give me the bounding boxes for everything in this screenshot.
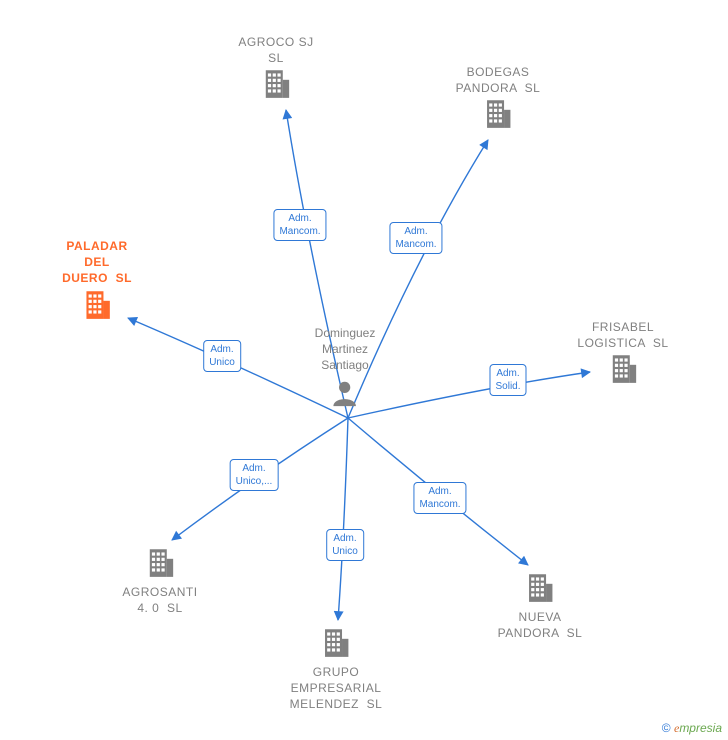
building-icon <box>523 570 557 609</box>
company-label: BODEGAS PANDORA SL <box>456 64 541 96</box>
edge-label-bodegas: Adm. Mancom. <box>389 222 442 254</box>
edge-label-agrosanti: Adm. Unico,... <box>230 459 279 491</box>
edge-label-nueva: Adm. Mancom. <box>413 482 466 514</box>
edge-label-grupo: Adm. Unico <box>326 529 364 561</box>
brand-rest: mpresia <box>679 721 722 735</box>
building-icon <box>319 625 353 664</box>
edge-grupo <box>338 418 348 620</box>
edge-frisabel <box>348 372 590 418</box>
building-icon <box>143 545 177 584</box>
company-node-agrosanti[interactable]: AGROSANTI 4. 0 SL <box>122 545 197 616</box>
company-node-grupo[interactable]: GRUPO EMPRESARIAL MELENDEZ SL <box>290 625 383 713</box>
building-icon <box>481 96 515 135</box>
building-icon <box>259 66 293 105</box>
watermark: © empresia <box>662 721 722 736</box>
company-label: FRISABEL LOGISTICA SL <box>577 319 668 351</box>
company-label: NUEVA PANDORA SL <box>498 609 583 641</box>
company-node-agroco[interactable]: AGROCO SJ SL <box>238 34 313 105</box>
center-label: Dominguez Martinez Santiago <box>315 325 376 374</box>
company-label: GRUPO EMPRESARIAL MELENDEZ SL <box>290 664 383 713</box>
center-person-node[interactable]: Dominguez Martinez Santiago <box>315 325 376 413</box>
company-node-paladar[interactable]: PALADAR DEL DUERO SL <box>62 238 132 326</box>
company-label: AGROCO SJ SL <box>238 34 313 66</box>
company-node-frisabel[interactable]: FRISABEL LOGISTICA SL <box>577 319 668 390</box>
diagram-stage: Dominguez Martinez Santiago Adm. Mancom. A… <box>0 0 728 740</box>
company-label: PALADAR DEL DUERO SL <box>62 238 132 287</box>
building-icon <box>80 287 114 326</box>
person-icon <box>315 378 376 413</box>
copyright-symbol: © <box>662 721 671 735</box>
edge-label-agroco: Adm. Mancom. <box>273 209 326 241</box>
edge-label-paladar: Adm. Unico <box>203 340 241 372</box>
edge-label-frisabel: Adm. Solid. <box>489 364 526 396</box>
building-icon <box>606 351 640 390</box>
company-node-bodegas[interactable]: BODEGAS PANDORA SL <box>456 64 541 135</box>
company-label: AGROSANTI 4. 0 SL <box>122 584 197 616</box>
company-node-nueva[interactable]: NUEVA PANDORA SL <box>498 570 583 641</box>
